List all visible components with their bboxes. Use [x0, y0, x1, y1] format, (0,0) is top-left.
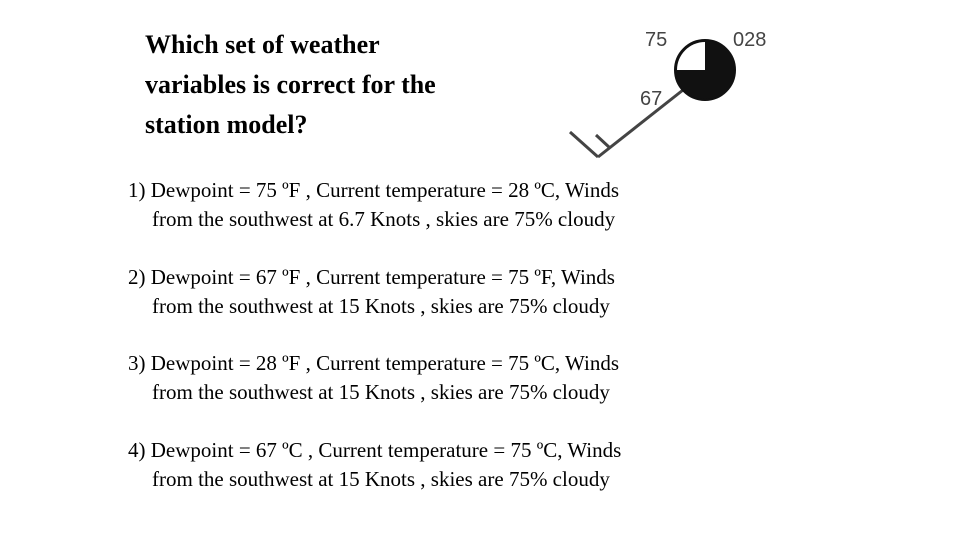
option-continuation: from the southwest at 15 Knots , skies a… [152, 467, 610, 491]
option-continuation: from the southwest at 15 Knots , skies a… [152, 380, 610, 404]
cloud-cover-clear [677, 42, 705, 70]
option-line: 3) Dewpoint = 28 ºF , Current temperatur… [128, 351, 619, 375]
option-line: 2) Dewpoint = 67 ºF , Current temperatur… [128, 265, 615, 289]
option-continuation: from the southwest at 6.7 Knots , skies … [152, 207, 616, 231]
temperature-label: 75 [645, 29, 667, 51]
option-line: 1) Dewpoint = 75 ºF , Current temperatur… [128, 178, 619, 202]
option-line: 4) Dewpoint = 67 ºC , Current temperatur… [128, 438, 622, 462]
wind-barb [569, 130, 599, 159]
wind-shaft [597, 88, 684, 159]
question-line: variables is correct for the [145, 70, 436, 99]
pressure-label: 028 [733, 29, 766, 51]
question-line: Which set of weather [145, 30, 380, 59]
dewpoint-label: 67 [640, 88, 662, 110]
question-line: station model? [145, 110, 308, 139]
wind-barb [594, 133, 612, 150]
option-continuation: from the southwest at 15 Knots , skies a… [152, 294, 610, 318]
